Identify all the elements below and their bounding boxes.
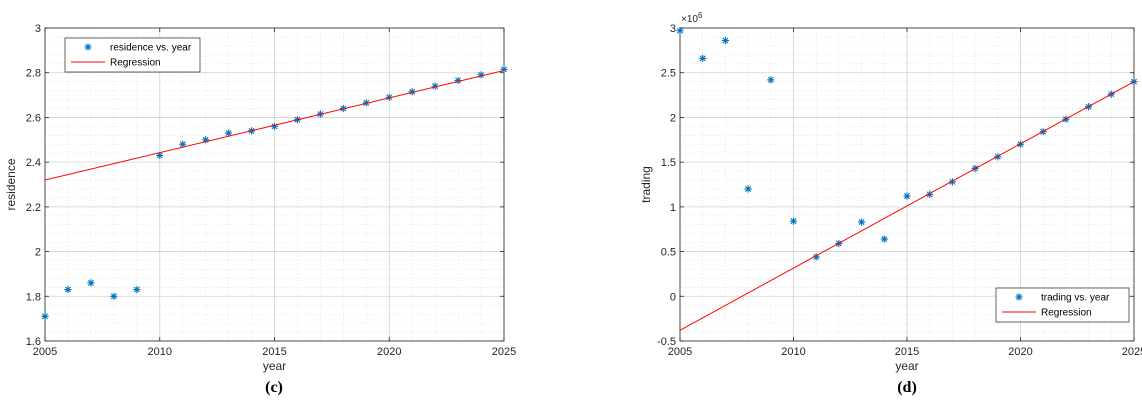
y-tick-label: 1.8	[26, 291, 41, 303]
data-point	[858, 218, 866, 226]
regression-line	[680, 81, 1134, 331]
x-tick-label: 2015	[262, 346, 286, 358]
y-tick-label: 1.5	[661, 157, 676, 169]
x-tick-label: 2010	[148, 346, 172, 358]
legend-box	[995, 287, 1130, 323]
exponent-label: ×106	[681, 11, 703, 25]
regression-line	[45, 69, 504, 181]
y-tick-label: 3	[670, 23, 676, 35]
legend: trading vs. year Regression	[995, 287, 1130, 323]
data-point	[676, 27, 684, 35]
legend-entry-label: residence vs. year	[110, 43, 192, 54]
chart-1: 2005 2010 2015 2020 2025 1.6 1.8 2 2.2 2.4 2.6 2.8 3…	[4, 23, 516, 396]
data-point	[41, 312, 49, 321]
data-point	[721, 36, 729, 45]
y-tick-label: 0	[670, 291, 676, 303]
legend-entry-label: Regression	[110, 58, 161, 69]
legend-entry-label: trading vs. year	[1041, 293, 1110, 304]
data-point	[767, 76, 775, 84]
y-tick-label: 3	[35, 23, 41, 35]
legend-marker-swatch	[84, 43, 92, 51]
x-tick-label: 2020	[1008, 346, 1032, 358]
x-tick-label: 2005	[33, 346, 57, 358]
y-tick-label: 2.5	[661, 68, 676, 80]
data-point	[270, 122, 279, 130]
legend-marker-swatch	[1015, 293, 1023, 301]
y-tick-label: 2	[35, 247, 41, 259]
x-tick-label: 2020	[377, 346, 401, 358]
x-tick-label: 2010	[781, 346, 805, 358]
y-tick-label: 2.6	[26, 112, 41, 124]
y-tick-label: 2.8	[26, 68, 41, 80]
data-point	[133, 285, 141, 294]
y-tick-label: 0.5	[661, 247, 676, 259]
y-tick-label: 1	[670, 202, 676, 214]
x-tick-label: 2005	[668, 346, 692, 358]
x-tick-label: 2015	[895, 346, 919, 358]
figure-caption: (c)	[265, 379, 283, 396]
y-axis-label: residence	[4, 158, 18, 210]
legend: residence vs. year Regression	[64, 37, 201, 73]
data-point	[903, 192, 911, 200]
data-point	[225, 129, 233, 137]
data-point	[789, 217, 798, 225]
x-axis-label: year	[895, 359, 918, 373]
y-axis-label: trading	[639, 166, 653, 203]
x-axis-label: year	[263, 359, 286, 373]
data-point	[408, 88, 416, 96]
data-point	[385, 93, 393, 101]
data-point	[699, 54, 707, 63]
y-tick-label: -0.5	[657, 336, 676, 348]
y-tick-label: 2	[670, 112, 676, 124]
x-tick-label: 2025	[492, 346, 516, 358]
data-point	[744, 185, 752, 193]
data-point	[87, 279, 95, 287]
y-tick-label: 1.6	[26, 336, 41, 348]
y-tick-label: 2.4	[26, 157, 41, 169]
data-point	[110, 292, 118, 300]
x-tick-label: 2025	[1122, 346, 1142, 358]
data-point	[64, 285, 72, 294]
chart-2: 2005 2010 2015 2020 2025 -0.5 0 0.5 1 1.5 2 2.5 3 ×10…	[639, 11, 1142, 396]
legend-entry-label: Regression	[1041, 308, 1092, 319]
figure-caption: (d)	[897, 379, 917, 396]
y-tick-label: 2.2	[26, 202, 41, 214]
data-point	[880, 235, 888, 243]
data-point	[500, 65, 508, 73]
